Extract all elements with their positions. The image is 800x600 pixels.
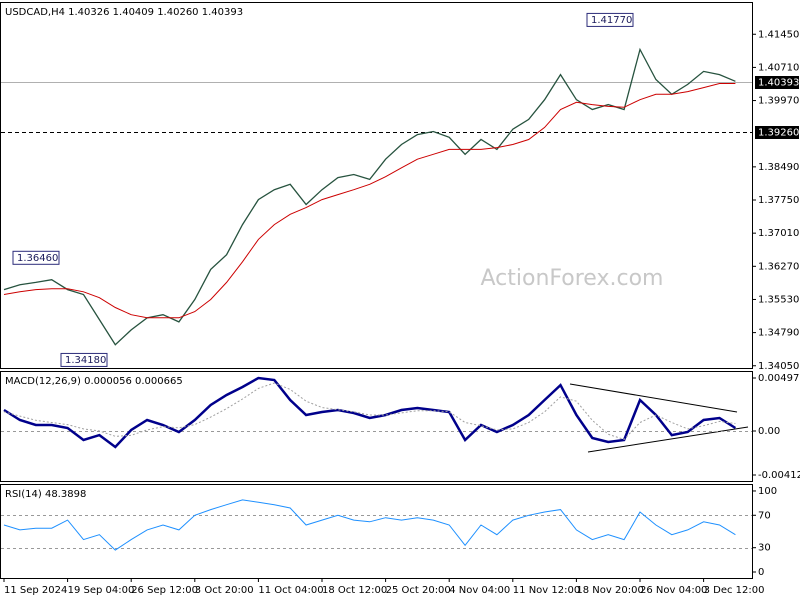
panel-title: RSI(14) 48.3898	[5, 489, 86, 500]
trend-line	[569, 383, 738, 413]
y-tick-label: 0	[758, 567, 764, 578]
price-label: 1.40393	[758, 78, 799, 89]
y-tick-label: 1.39970	[758, 96, 799, 107]
panel-frame	[0, 371, 753, 482]
x-tick-label: 4 Nov 04:00	[449, 585, 510, 596]
series-line	[3, 376, 737, 449]
price-box	[755, 76, 799, 89]
y-tick-label: 1.41450	[758, 29, 799, 40]
series-line	[3, 83, 736, 319]
watermark: ActionForex.com	[481, 266, 664, 291]
annotation-label: 1.41770	[591, 15, 632, 26]
y-tick-label: 1.40710	[758, 62, 799, 73]
annotation-box	[586, 12, 634, 27]
y-tick-label: 70	[758, 510, 771, 521]
y-tick-label: 0.004971	[758, 373, 800, 384]
x-tick-label: 26 Nov 04:00	[640, 585, 707, 596]
x-tick-label: 11 Nov 12:00	[513, 585, 580, 596]
x-tick-label: 19 Sep 04:00	[68, 585, 135, 596]
annotation-box	[60, 352, 108, 367]
y-tick-label: 1.34050	[758, 361, 799, 372]
y-tick-label: 1.34790	[758, 328, 799, 339]
x-tick-label: 11 Oct 04:00	[258, 585, 323, 596]
panel-title: MACD(12,26,9) 0.000056 0.000665	[5, 376, 183, 387]
y-tick-label: 1.37750	[758, 195, 799, 206]
y-tick-label: 0.00	[758, 426, 780, 437]
panel-frame	[0, 484, 753, 579]
annotation-box	[12, 250, 60, 265]
level-label: 1.39260	[758, 128, 799, 139]
y-tick-label: 100	[758, 486, 777, 497]
x-tick-label: 26 Sep 12:00	[131, 585, 198, 596]
y-tick-label: 30	[758, 543, 771, 554]
y-tick-label: 1.38490	[758, 162, 799, 173]
x-tick-label: 11 Sep 2024	[4, 585, 67, 596]
y-tick-label: 1.37010	[758, 228, 799, 239]
level-box	[755, 126, 799, 139]
x-tick-label: 3 Dec 12:00	[704, 585, 765, 596]
y-tick-label: 1.35530	[758, 294, 799, 305]
annotation-label: 1.34180	[65, 355, 106, 366]
x-tick-label: 18 Nov 20:00	[576, 585, 643, 596]
panel-frame	[0, 2, 753, 369]
annotation-label: 1.36460	[17, 253, 58, 264]
y-tick-label: 1.36270	[758, 261, 799, 272]
panel-title: USDCAD,H4 1.40326 1.40409 1.40260 1.4039…	[5, 7, 243, 18]
series-line	[3, 382, 736, 441]
y-tick-label: -0.004126	[758, 470, 800, 481]
x-tick-label: 25 Oct 20:00	[386, 585, 451, 596]
series-line	[3, 47, 736, 346]
x-tick-label: 3 Oct 20:00	[195, 585, 254, 596]
x-tick-label: 18 Oct 12:00	[322, 585, 387, 596]
series-line	[3, 499, 736, 551]
